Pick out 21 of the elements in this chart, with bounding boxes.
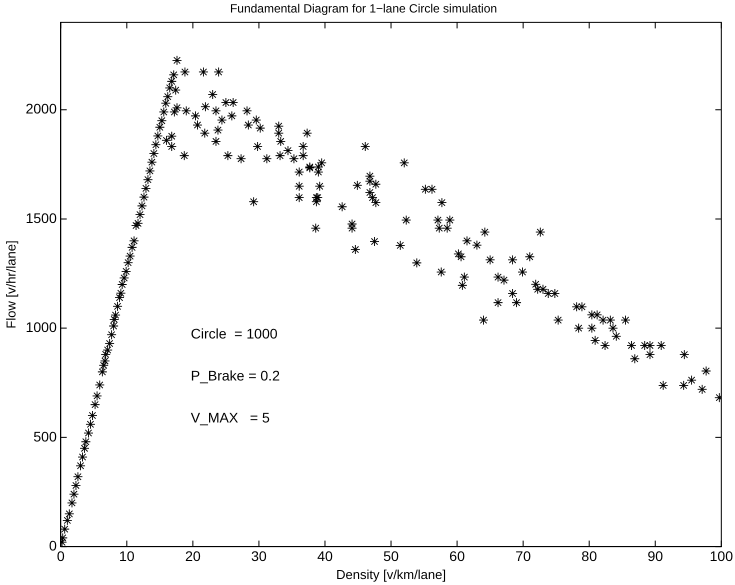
x-tick-label: 80	[581, 548, 598, 564]
x-tick-label: 100	[710, 548, 734, 564]
y-tick-label: 1000	[26, 319, 57, 336]
annotation: P_Brake = 0.2	[190, 367, 280, 384]
x-axis-title: Density [v/km/lane]	[336, 566, 446, 582]
y-tick-label: 1500	[26, 210, 57, 226]
y-tick-label: 0	[48, 537, 57, 554]
x-tick-label: 40	[317, 548, 333, 564]
x-tick-label: 90	[647, 548, 664, 564]
x-tick-label: 60	[449, 548, 466, 564]
annotation: Circle = 1000	[190, 325, 278, 342]
x-tick-label: 20	[185, 548, 201, 564]
x-tick-label: 70	[515, 548, 532, 564]
y-axis-title: Flow [v/hr/lane]	[3, 240, 18, 329]
y-tick-label: 2000	[26, 100, 57, 117]
x-tick-label: 10	[119, 548, 135, 564]
x-tick-label: 30	[251, 548, 267, 564]
chart-title: Fundamental Diagram for 1−lane Circle simulation	[230, 2, 498, 16]
x-tick-label: 50	[383, 548, 400, 564]
annotation: V_MAX = 5	[190, 409, 270, 426]
y-tick-label: 500	[33, 428, 57, 444]
